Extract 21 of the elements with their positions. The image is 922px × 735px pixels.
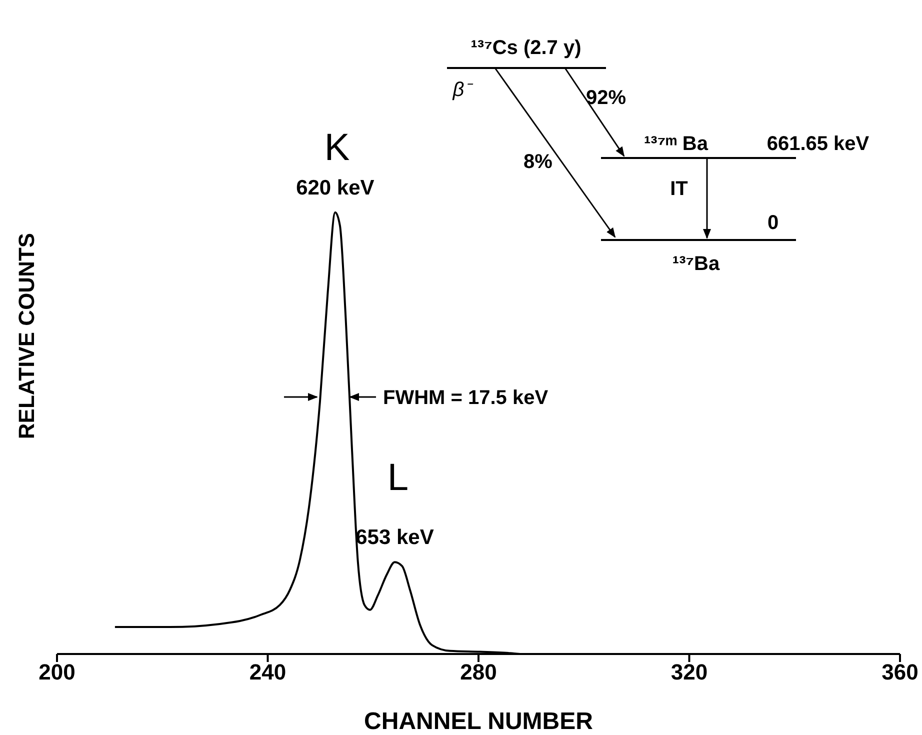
x-axis-title: CHANNEL NUMBER — [364, 708, 593, 735]
text: 92% — [586, 87, 626, 109]
x-tick-label: 320 — [670, 660, 708, 685]
y-axis-title: RELATIVE COUNTS — [14, 232, 39, 440]
x-tick-label: 360 — [882, 660, 918, 685]
annotation: 620 keV — [296, 176, 374, 200]
annotation: FWHM = 17.5 keV — [383, 387, 549, 409]
text: ¹³⁷ᵐ Ba — [644, 133, 709, 155]
text: 8% — [524, 151, 553, 173]
x-tick-label: 240 — [249, 660, 286, 685]
x-tick-label: 280 — [460, 660, 497, 685]
annotation: 653 keV — [356, 526, 434, 550]
annotation: ¹³⁷Ba — [672, 253, 720, 275]
annotation: L — [387, 457, 409, 499]
x-tick-label: 200 — [38, 660, 76, 685]
text: ¹³⁷Cs (2.7 y) — [470, 37, 582, 59]
text: K — [324, 127, 350, 169]
annotation: 0 — [767, 212, 779, 234]
text: 661.65 keV — [766, 133, 870, 155]
text: β⁻ — [452, 79, 474, 101]
text: IT — [670, 178, 688, 200]
